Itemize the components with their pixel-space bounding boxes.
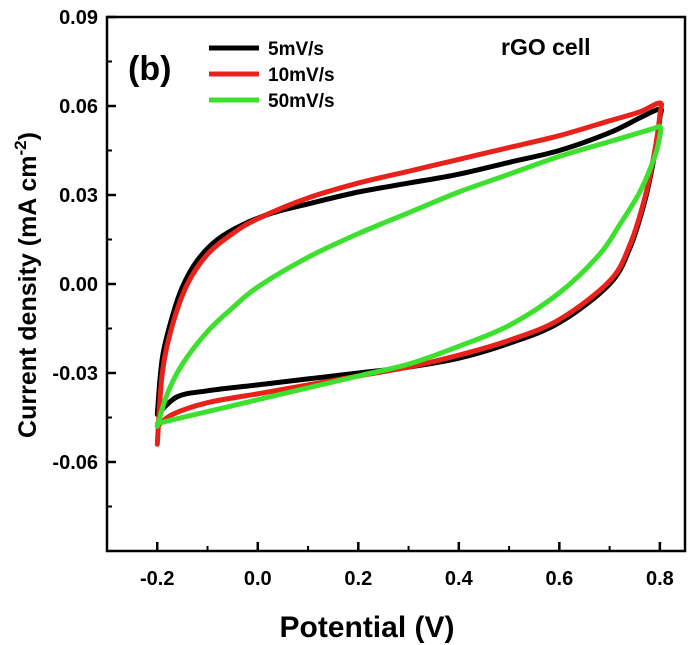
legend: 5mV/s 10mV/s 50mV/s <box>209 39 335 112</box>
y-tick-label: -0.03 <box>52 363 98 385</box>
x-axis-ticks: -0.2 0.0 0.2 0.4 0.6 0.8 <box>106 542 674 590</box>
x-tick-label: 0.6 <box>545 568 573 590</box>
x-tick-label: 0.8 <box>646 568 674 590</box>
series-50mvs-line <box>154 124 664 429</box>
y-axis-ticks: -0.06 -0.03 0.00 0.03 0.06 0.09 <box>52 7 116 508</box>
y-axis-title-sup: -2 <box>11 140 30 155</box>
panel-label: (b) <box>128 50 171 88</box>
y-tick-label: 0.09 <box>59 7 98 29</box>
y-tick-label: 0.00 <box>59 274 98 296</box>
legend-label: 50mV/s <box>268 91 335 112</box>
y-tick-label: 0.03 <box>59 185 98 207</box>
plot-frame <box>105 15 687 553</box>
legend-label: 10mV/s <box>268 65 335 86</box>
x-axis-title: Potential (V) <box>279 611 454 644</box>
y-tick-label: -0.06 <box>52 452 98 474</box>
series-layer <box>154 100 665 447</box>
y-axis-title-main: Current density (mA cm <box>14 155 42 437</box>
x-tick-label: -0.2 <box>140 568 174 590</box>
legend-label: 5mV/s <box>268 39 324 60</box>
y-axis-title-close: ) <box>14 132 42 140</box>
y-axis-title: Current density (mA cm-2) <box>11 132 42 438</box>
x-tick-label: 0.0 <box>244 568 272 590</box>
x-tick-label: 0.2 <box>344 568 372 590</box>
x-tick-label: 0.4 <box>445 568 474 590</box>
series-10mvs-line <box>154 100 665 447</box>
rgo-cell-annotation: rGO cell <box>501 34 590 60</box>
y-tick-label: 0.06 <box>59 96 98 118</box>
